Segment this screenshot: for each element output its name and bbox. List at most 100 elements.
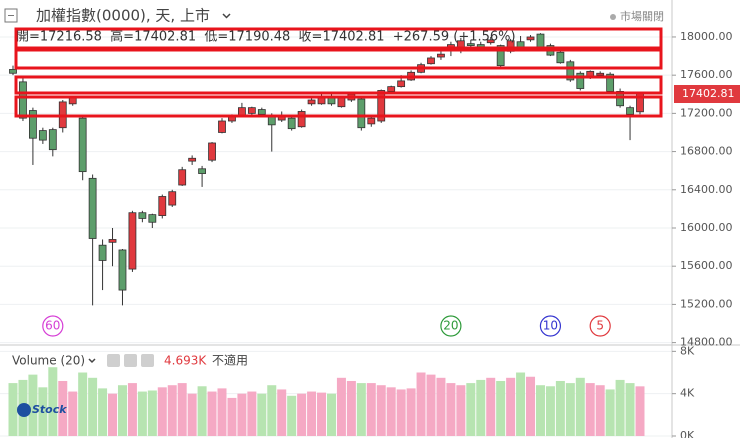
settings-icon[interactable] xyxy=(124,354,137,367)
y-tick-label: 15600.00 xyxy=(680,259,733,272)
candle-body xyxy=(108,239,117,243)
collapse-icon[interactable] xyxy=(4,8,18,23)
candle-body xyxy=(427,57,435,65)
volume-bar xyxy=(446,383,456,436)
volume-bar xyxy=(535,385,545,436)
y-tick-label: 0K xyxy=(680,429,695,438)
volume-bar xyxy=(38,387,48,436)
volume-bar xyxy=(486,377,496,436)
highlight-box xyxy=(14,27,663,50)
candle-body xyxy=(526,36,535,41)
volume-bar xyxy=(48,367,58,436)
volume-bar xyxy=(555,380,565,436)
market-status: 市場關閉 xyxy=(620,9,664,23)
volume-bar xyxy=(28,374,38,436)
volume-bar xyxy=(307,391,317,436)
y-tick-label: 14800.00 xyxy=(680,336,733,349)
volume-bar xyxy=(376,385,386,436)
candle-body xyxy=(287,117,296,130)
volume-bar xyxy=(247,391,257,436)
volume-bar xyxy=(297,393,307,436)
candle-body xyxy=(556,51,565,64)
volume-bar xyxy=(207,391,217,436)
ma-marker xyxy=(440,315,462,337)
volume-bar xyxy=(406,388,416,436)
volume-bar xyxy=(68,391,78,436)
candle-body xyxy=(188,157,197,162)
y-tick-label: 4K xyxy=(680,387,695,400)
candle-body xyxy=(626,107,634,115)
volume-bar xyxy=(426,374,436,436)
volume-bar xyxy=(526,376,536,436)
volume-bar xyxy=(545,386,555,436)
y-tick-label: 17600.00 xyxy=(680,68,733,81)
volume-bar xyxy=(127,383,137,436)
candle-body xyxy=(466,43,475,46)
volume-bar xyxy=(625,383,635,436)
candle-body xyxy=(118,249,127,291)
y-tick-label: 8K xyxy=(680,344,695,357)
candle-body xyxy=(48,129,57,151)
candle-body xyxy=(38,130,47,141)
volume-bar xyxy=(476,379,486,436)
volume-bar xyxy=(506,377,516,436)
volume-bar xyxy=(108,393,118,436)
volume-value: 4.693K xyxy=(164,354,207,368)
candle-body xyxy=(616,91,624,107)
candle-body xyxy=(297,111,306,128)
volume-bar xyxy=(287,395,297,436)
volume-bar xyxy=(516,372,526,436)
volume-bar xyxy=(356,383,366,436)
y-tick-label: 16800.00 xyxy=(680,145,733,158)
logo: Stock xyxy=(32,403,67,416)
highlight-box xyxy=(14,95,663,118)
ma-marker xyxy=(42,315,64,337)
candle-body xyxy=(128,212,137,270)
logo-mark xyxy=(17,403,31,417)
volume-bar xyxy=(317,392,327,436)
candle-body xyxy=(377,90,386,122)
eye-icon[interactable] xyxy=(107,354,120,367)
volume-bar xyxy=(8,383,18,436)
volume-bar xyxy=(326,393,336,436)
volume-bar xyxy=(565,383,575,436)
candle-body xyxy=(387,86,396,92)
symbol-chevron[interactable] xyxy=(222,13,231,19)
volume-bar xyxy=(237,393,247,436)
ma-marker xyxy=(539,315,562,337)
candle-body xyxy=(357,98,366,129)
volume-bar xyxy=(78,372,88,436)
volume-bar xyxy=(575,377,585,436)
candle-body xyxy=(238,107,246,116)
volume-bar xyxy=(615,379,625,436)
candle-body xyxy=(367,117,376,125)
candle-body xyxy=(437,53,445,58)
ma-marker-label: 5 xyxy=(596,319,604,333)
volume-bar xyxy=(227,397,237,436)
candle-body xyxy=(148,214,157,223)
candle-body xyxy=(337,97,346,108)
highlight-boxes xyxy=(14,27,663,118)
volume-bar xyxy=(635,386,645,436)
candle-body xyxy=(397,80,406,88)
candle-body xyxy=(208,142,216,161)
candle-body xyxy=(486,39,495,44)
volume-bar xyxy=(187,393,197,436)
candle-body xyxy=(198,168,206,174)
delete-icon[interactable] xyxy=(141,354,154,367)
volume-bar xyxy=(277,389,287,436)
volume-chevron[interactable] xyxy=(88,358,96,364)
volume-bar xyxy=(336,377,346,436)
volume-bar xyxy=(466,383,476,436)
candle-body xyxy=(576,72,585,89)
volume-bar xyxy=(585,383,595,436)
volume-status: 不適用 xyxy=(212,353,248,368)
volume-bar xyxy=(98,388,108,436)
volume-bar xyxy=(137,391,147,436)
symbol-title[interactable]: 加權指數(0000), 天, 上市 xyxy=(36,7,210,25)
volume-bar xyxy=(346,380,356,436)
ma-marker-label: 20 xyxy=(443,319,458,333)
plot xyxy=(8,33,645,436)
